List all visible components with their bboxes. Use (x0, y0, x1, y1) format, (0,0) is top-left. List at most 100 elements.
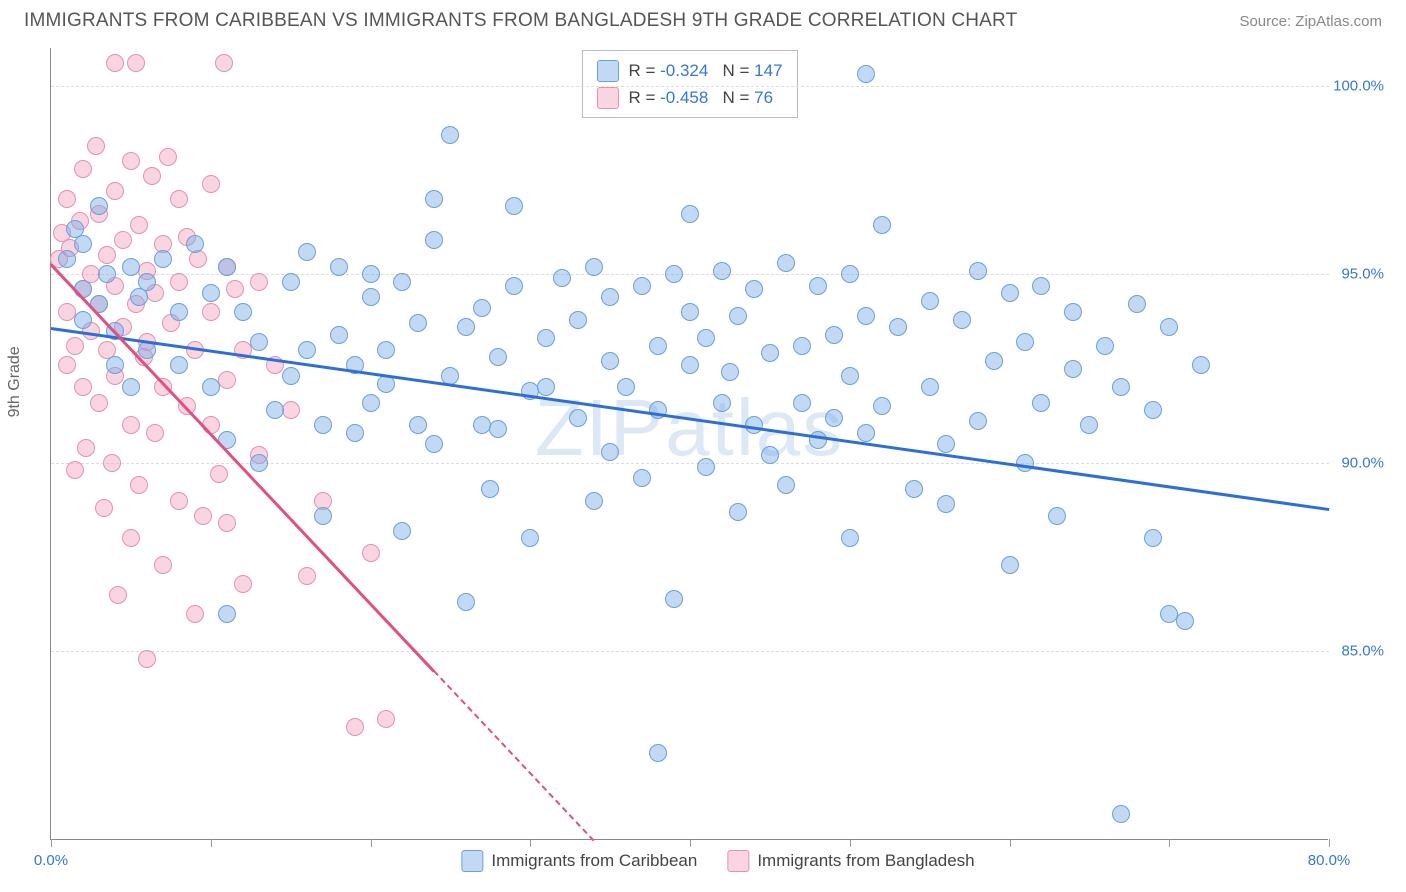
scatter-point-series2 (234, 575, 252, 593)
gridline (51, 463, 1329, 464)
legend-item: Immigrants from Caribbean (461, 850, 697, 872)
scatter-point-series1 (681, 205, 699, 223)
scatter-point-series1 (1112, 805, 1130, 823)
stats-legend: R = -0.324 N = 147R = -0.458 N = 76 (581, 50, 797, 118)
scatter-point-series1 (665, 590, 683, 608)
scatter-point-series2 (146, 424, 164, 442)
scatter-point-series1 (170, 356, 188, 374)
plot-area: 9th Grade ZIPatlas R = -0.324 N = 147R =… (50, 48, 1328, 840)
scatter-point-series1 (937, 435, 955, 453)
scatter-point-series1 (681, 303, 699, 321)
y-tick-label: 100.0% (1333, 77, 1384, 94)
stats-text: R = -0.458 N = 76 (628, 84, 773, 111)
scatter-point-series1 (921, 378, 939, 396)
scatter-point-series1 (713, 394, 731, 412)
scatter-point-series2 (215, 54, 233, 72)
scatter-point-series1 (489, 420, 507, 438)
scatter-point-series1 (697, 329, 715, 347)
legend-swatch (596, 87, 618, 109)
scatter-point-series2 (218, 514, 236, 532)
scatter-point-series1 (633, 469, 651, 487)
y-tick-label: 85.0% (1341, 643, 1384, 660)
scatter-point-series1 (969, 412, 987, 430)
scatter-point-series1 (138, 273, 156, 291)
scatter-point-series2 (122, 152, 140, 170)
stats-legend-row: R = -0.458 N = 76 (596, 84, 782, 111)
x-tick (1010, 839, 1011, 847)
scatter-point-series1 (969, 262, 987, 280)
scatter-point-series2 (58, 356, 76, 374)
scatter-point-series1 (377, 341, 395, 359)
scatter-point-series1 (697, 458, 715, 476)
legend-swatch (727, 850, 749, 872)
scatter-point-series1 (1032, 277, 1050, 295)
scatter-point-series1 (617, 378, 635, 396)
y-axis-label: 9th Grade (6, 346, 24, 417)
scatter-point-series1 (393, 273, 411, 291)
scatter-point-series2 (77, 439, 95, 457)
scatter-point-series1 (98, 265, 116, 283)
scatter-point-series1 (841, 265, 859, 283)
scatter-point-series1 (362, 265, 380, 283)
scatter-point-series1 (665, 265, 683, 283)
scatter-point-series2 (130, 216, 148, 234)
scatter-point-series1 (1080, 416, 1098, 434)
scatter-point-series2 (74, 160, 92, 178)
scatter-point-series1 (857, 424, 875, 442)
scatter-point-series1 (1032, 394, 1050, 412)
scatter-point-series1 (857, 65, 875, 83)
scatter-point-series1 (170, 303, 188, 321)
scatter-point-series2 (66, 461, 84, 479)
scatter-point-series1 (202, 378, 220, 396)
scatter-point-series1 (825, 326, 843, 344)
scatter-point-series1 (1064, 303, 1082, 321)
stats-text: R = -0.324 N = 147 (628, 57, 782, 84)
scatter-point-series1 (1001, 284, 1019, 302)
scatter-point-series1 (250, 454, 268, 472)
scatter-point-series1 (298, 243, 316, 261)
scatter-point-series2 (226, 280, 244, 298)
scatter-point-series1 (218, 258, 236, 276)
scatter-point-series1 (1192, 356, 1210, 374)
scatter-point-series1 (122, 378, 140, 396)
scatter-point-series2 (90, 394, 108, 412)
y-tick-label: 95.0% (1341, 266, 1384, 283)
scatter-point-series1 (441, 126, 459, 144)
scatter-point-series1 (569, 311, 587, 329)
scatter-point-series1 (1001, 556, 1019, 574)
x-tick-label: 80.0% (1308, 852, 1351, 869)
scatter-point-series1 (282, 273, 300, 291)
scatter-point-series1 (409, 416, 427, 434)
scatter-point-series1 (74, 235, 92, 253)
scatter-point-series1 (1096, 337, 1114, 355)
scatter-point-series2 (346, 718, 364, 736)
scatter-point-series2 (298, 567, 316, 585)
scatter-point-series1 (985, 352, 1003, 370)
scatter-point-series2 (143, 167, 161, 185)
scatter-point-series2 (154, 556, 172, 574)
scatter-point-series2 (130, 476, 148, 494)
scatter-point-series2 (377, 710, 395, 728)
scatter-point-series2 (202, 303, 220, 321)
scatter-point-series1 (1144, 401, 1162, 419)
x-tick (690, 839, 691, 847)
scatter-point-series2 (218, 371, 236, 389)
scatter-point-series1 (218, 605, 236, 623)
scatter-point-series2 (170, 273, 188, 291)
scatter-point-series1 (505, 197, 523, 215)
scatter-point-series1 (585, 492, 603, 510)
regression-line-series1 (51, 327, 1329, 511)
scatter-point-series1 (681, 356, 699, 374)
gridline (51, 274, 1329, 275)
scatter-point-series1 (1176, 612, 1194, 630)
scatter-point-series1 (1064, 360, 1082, 378)
scatter-point-series1 (393, 522, 411, 540)
scatter-point-series2 (114, 231, 132, 249)
scatter-point-series2 (103, 454, 121, 472)
x-tick-label: 0.0% (34, 852, 68, 869)
scatter-point-series1 (58, 250, 76, 268)
scatter-point-series1 (521, 529, 539, 547)
scatter-point-series1 (298, 341, 316, 359)
legend-label: Immigrants from Bangladesh (757, 851, 974, 871)
scatter-point-series1 (649, 744, 667, 762)
